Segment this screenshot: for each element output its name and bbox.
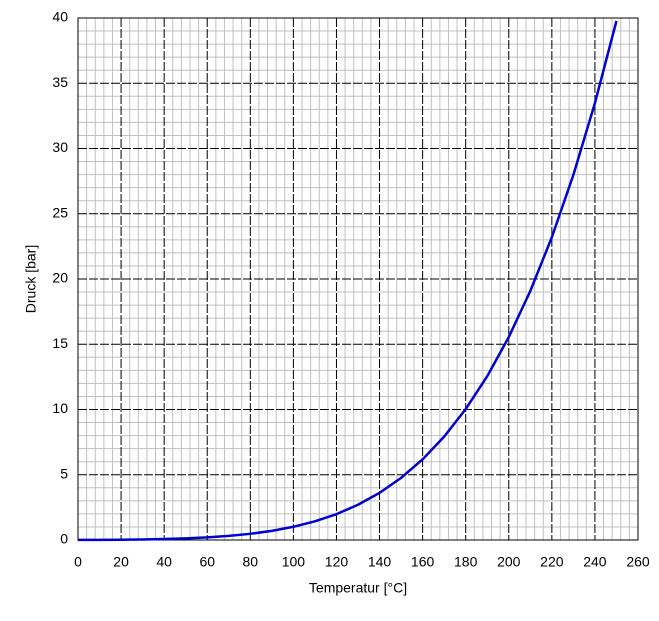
x-tick-label: 200 xyxy=(497,554,521,570)
x-tick-label: 180 xyxy=(454,554,478,570)
data-line xyxy=(77,20,618,542)
x-tick-label: 140 xyxy=(368,554,392,570)
y-tick-label: 10 xyxy=(52,400,68,416)
x-axis-label: Temperatur [°C] xyxy=(309,580,407,596)
y-tick-label: 25 xyxy=(52,204,68,220)
y-axis-label: Druck [bar] xyxy=(23,245,39,313)
x-tick-label: 60 xyxy=(199,554,215,570)
plot-border xyxy=(77,17,639,541)
x-tick-label: 220 xyxy=(540,554,564,570)
y-tick-label: 5 xyxy=(60,465,68,481)
y-tick-label: 30 xyxy=(52,139,68,155)
x-tick-label: 160 xyxy=(411,554,435,570)
x-tick-label: 100 xyxy=(282,554,306,570)
x-tick-label: 120 xyxy=(325,554,349,570)
y-tick-label: 15 xyxy=(52,335,68,351)
x-tick-label: 40 xyxy=(156,554,172,570)
x-tick-label: 260 xyxy=(626,554,650,570)
x-tick-label: 80 xyxy=(243,554,259,570)
x-tick-label: 240 xyxy=(583,554,607,570)
y-tick-label: 35 xyxy=(52,74,68,90)
x-tick-label: 20 xyxy=(113,554,129,570)
x-tick-label: 0 xyxy=(74,554,82,570)
y-tick-label: 20 xyxy=(52,270,68,286)
y-tick-label: 40 xyxy=(52,9,68,25)
y-tick-label: 0 xyxy=(60,531,68,547)
